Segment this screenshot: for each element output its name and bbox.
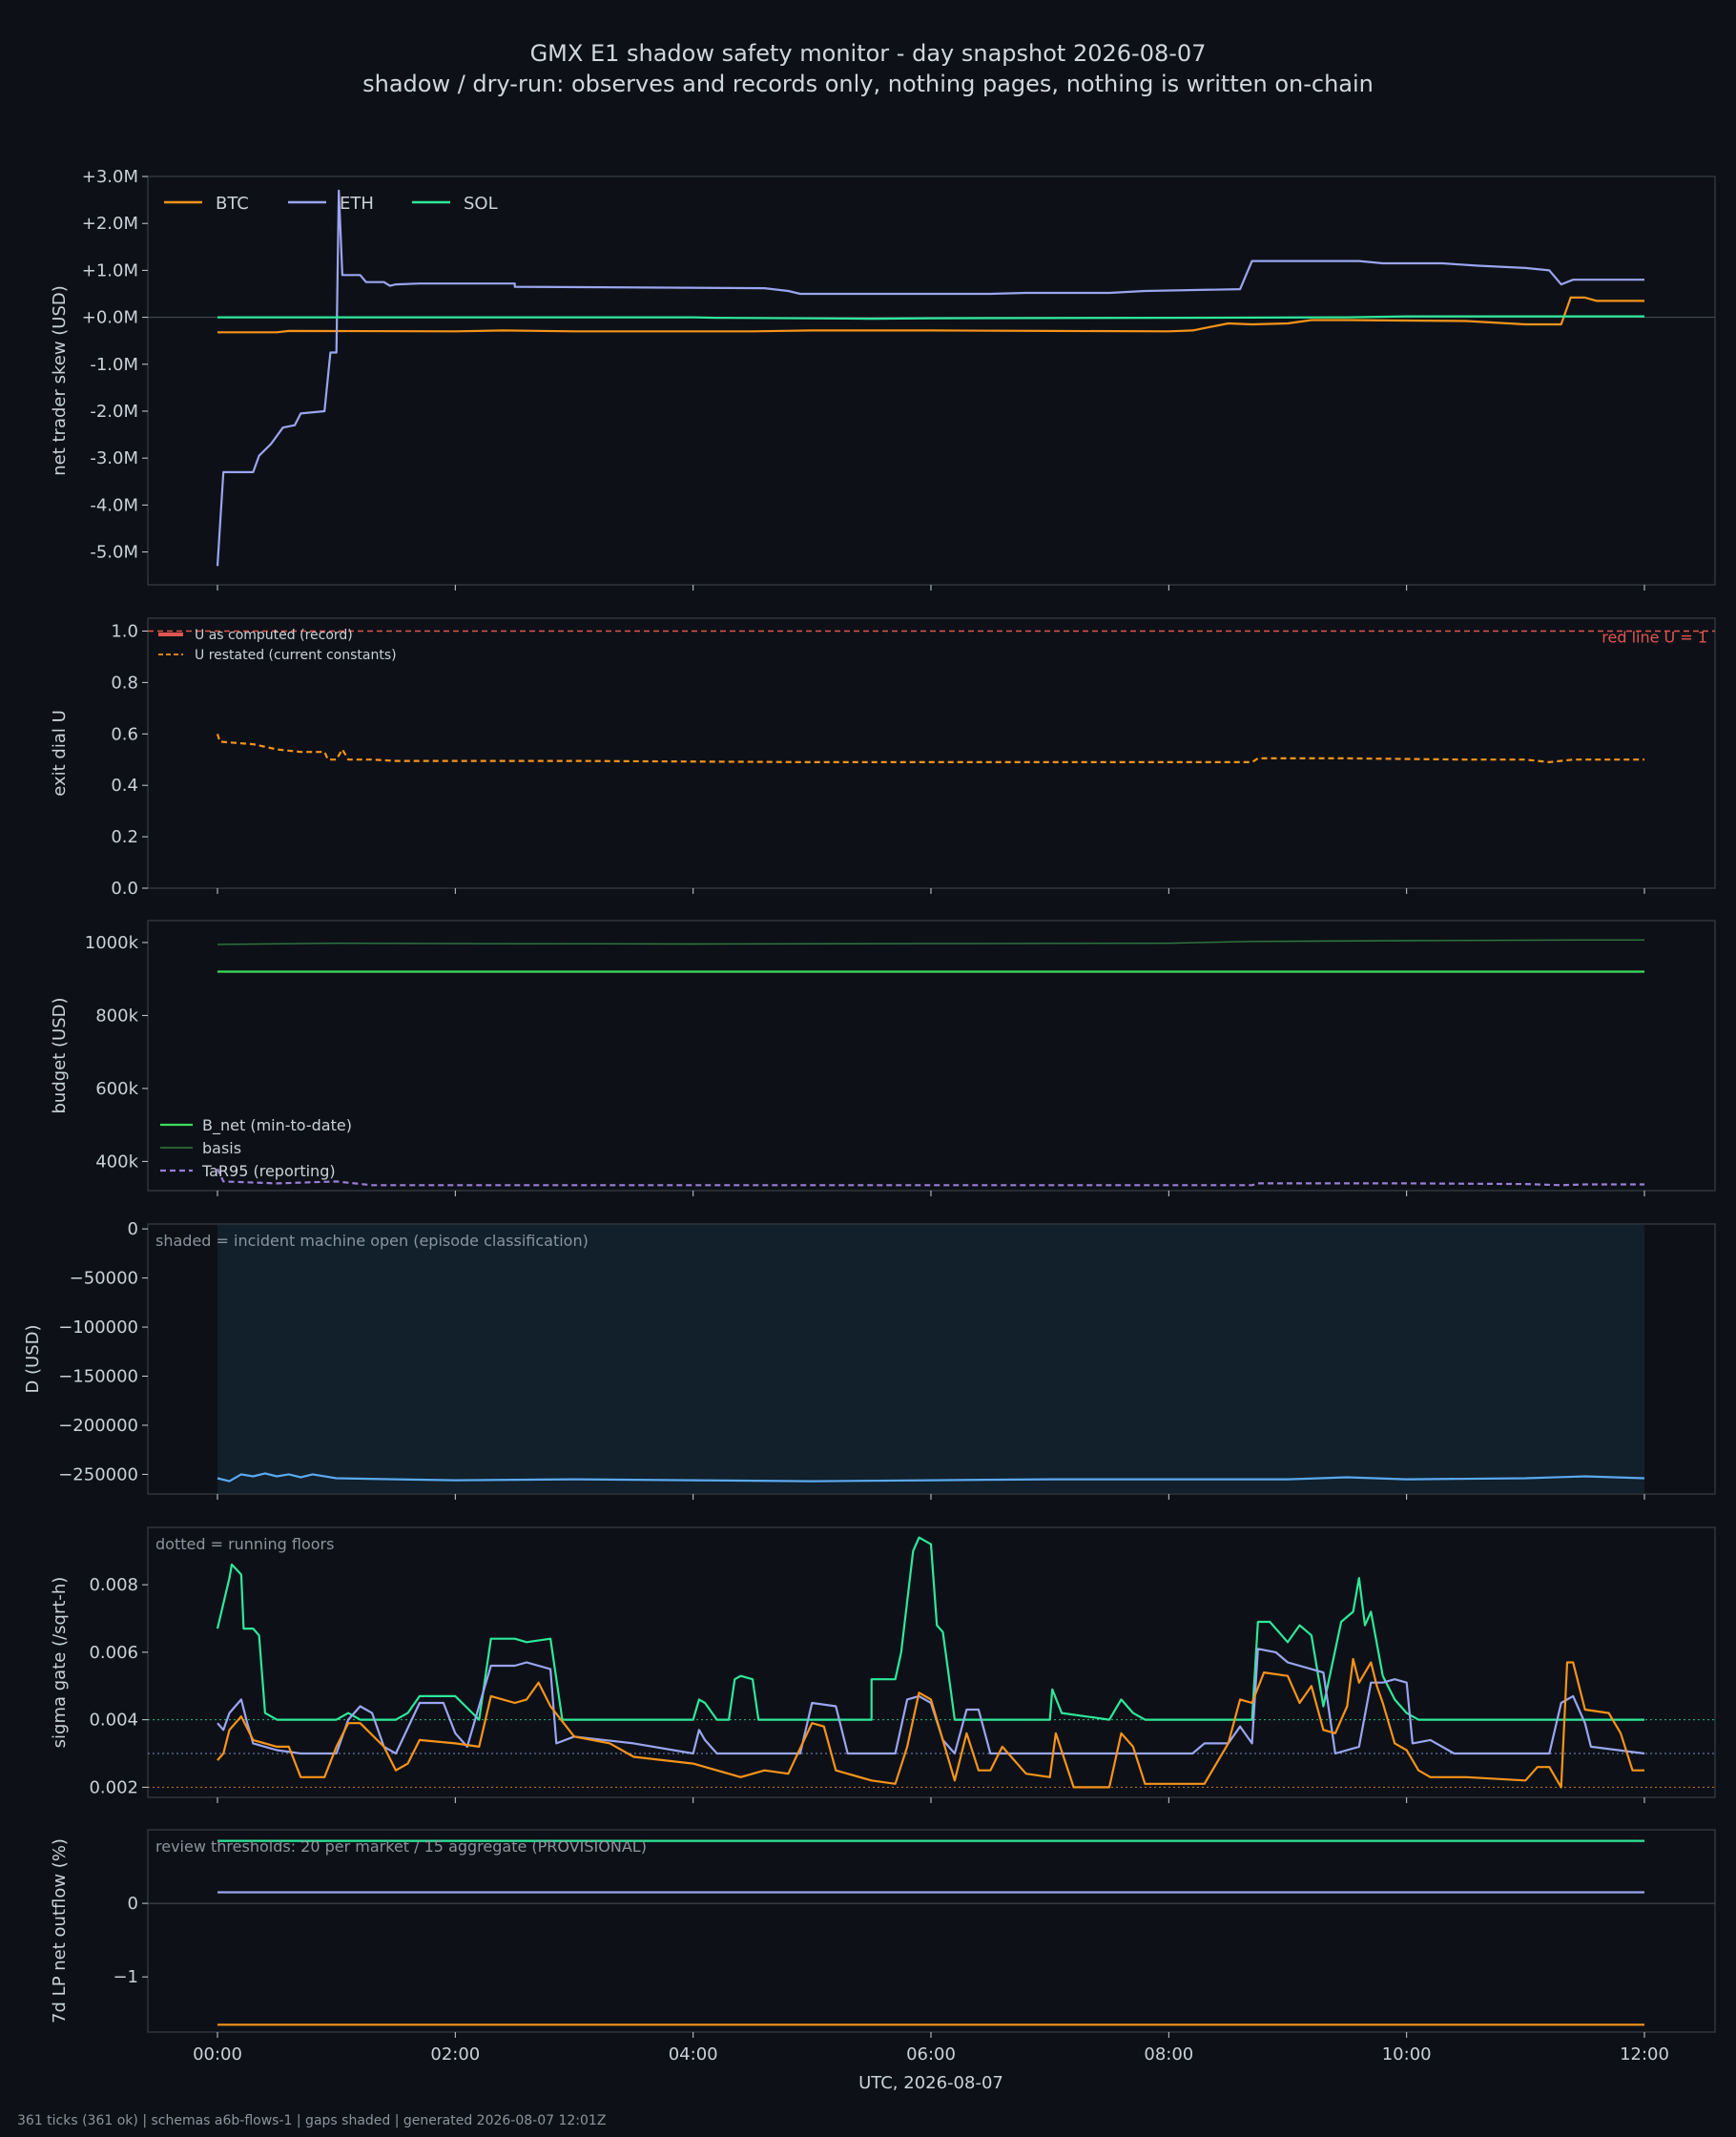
legend-label: B_net (min-to-date)	[202, 1116, 352, 1135]
legend-label: U restated (current constants)	[195, 648, 397, 663]
series-line-tar95-reporting-	[217, 1168, 1644, 1187]
y-tick-label: −100000	[58, 1317, 138, 1338]
y-tick-label: 600k	[95, 1079, 138, 1099]
red-line-label: red line U = 1	[1602, 628, 1707, 646]
legend-label: TaR95 (reporting)	[201, 1162, 336, 1180]
series-line-basis	[217, 939, 1644, 945]
incident-shade	[217, 1225, 1644, 1493]
y-tick-label: 0.002	[89, 1777, 138, 1797]
series-line-eth	[216, 189, 1644, 567]
y-tick-label: 0.8	[111, 673, 138, 693]
y-axis-label: sigma gate (/sqrt-h)	[50, 1577, 70, 1749]
chart-title: GMX E1 shadow safety monitor - day snaps…	[529, 40, 1207, 67]
y-axis-label: exit dial U	[50, 710, 70, 797]
y-tick-label: +0.0M	[82, 308, 138, 328]
y-tick-label: 0.008	[89, 1575, 138, 1595]
y-tick-label: +1.0M	[82, 260, 138, 280]
panel-annotation: shaded = incident machine open (episode …	[155, 1232, 589, 1250]
y-tick-label: -3.0M	[90, 448, 138, 468]
y-tick-label: 400k	[95, 1151, 138, 1172]
y-tick-label: +2.0M	[82, 214, 138, 234]
y-axis-label: budget (USD)	[50, 997, 70, 1113]
series-line-btc	[217, 1657, 1644, 1789]
y-axis-label: D (USD)	[23, 1324, 43, 1393]
y-axis-label: 7d LP net outflow (%)	[50, 1838, 70, 2023]
chart-subtitle: shadow / dry-run: observes and records o…	[362, 71, 1374, 97]
x-tick-label: 08:00	[1144, 2044, 1193, 2064]
y-tick-label: −250000	[58, 1464, 138, 1484]
y-tick-label: 0.004	[89, 1711, 138, 1731]
y-tick-label: 1.0	[111, 621, 138, 641]
y-tick-label: −50000	[70, 1269, 138, 1289]
y-tick-label: 0.4	[111, 776, 138, 796]
y-tick-label: 0.6	[111, 724, 138, 744]
y-tick-label: -4.0M	[90, 495, 138, 515]
y-tick-label: −150000	[58, 1367, 138, 1387]
y-tick-label: -2.0M	[90, 402, 138, 422]
series-line-sol	[217, 315, 1644, 321]
y-tick-label: -1.0M	[90, 355, 138, 375]
legend-label: basis	[202, 1139, 241, 1157]
y-axis-label: net trader skew (USD)	[50, 285, 70, 476]
series-line-eth	[217, 1648, 1645, 1755]
x-tick-label: 10:00	[1382, 2044, 1432, 2064]
series-line-u-restated-current-constants-	[216, 733, 1644, 764]
footer-status: 361 ticks (361 ok) | schemas a6b-flows-1…	[17, 2113, 607, 2128]
y-tick-label: −1	[113, 1967, 138, 1987]
x-axis-label: UTC, 2026-08-07	[858, 2073, 1003, 2093]
panel-annotation: dotted = running floors	[155, 1535, 334, 1553]
y-tick-label: 0	[128, 1219, 138, 1239]
series-line-sol	[216, 1536, 1644, 1721]
series-line-btc	[217, 296, 1644, 334]
x-tick-label: 04:00	[669, 2044, 718, 2064]
y-tick-label: 1000k	[85, 933, 139, 953]
panel-annotation: review thresholds: 20 per market / 15 ag…	[155, 1837, 647, 1856]
legend-label: SOL	[464, 194, 498, 214]
x-tick-label: 06:00	[906, 2044, 956, 2064]
x-tick-label: 12:00	[1620, 2044, 1669, 2064]
y-tick-label: 0.0	[111, 879, 138, 899]
panel-frame-1	[147, 176, 1716, 586]
y-tick-label: 0.006	[89, 1643, 138, 1663]
y-tick-label: 0	[128, 1894, 138, 1914]
x-tick-label: 00:00	[193, 2044, 242, 2064]
y-tick-label: +3.0M	[82, 167, 138, 187]
x-tick-label: 02:00	[430, 2044, 480, 2064]
legend-label: ETH	[340, 194, 374, 214]
y-tick-label: 800k	[95, 1006, 138, 1026]
panel-frame-6	[147, 1829, 1716, 2033]
y-tick-label: 0.2	[111, 827, 138, 847]
y-tick-label: -5.0M	[90, 543, 138, 563]
y-tick-label: −200000	[58, 1416, 138, 1436]
series-line-d	[217, 1472, 1645, 1483]
legend-label: BTC	[216, 194, 249, 214]
panel-frame-5	[147, 1526, 1716, 1798]
panel-frame-3	[147, 920, 1716, 1192]
legend-label: U as computed (record)	[195, 628, 353, 643]
